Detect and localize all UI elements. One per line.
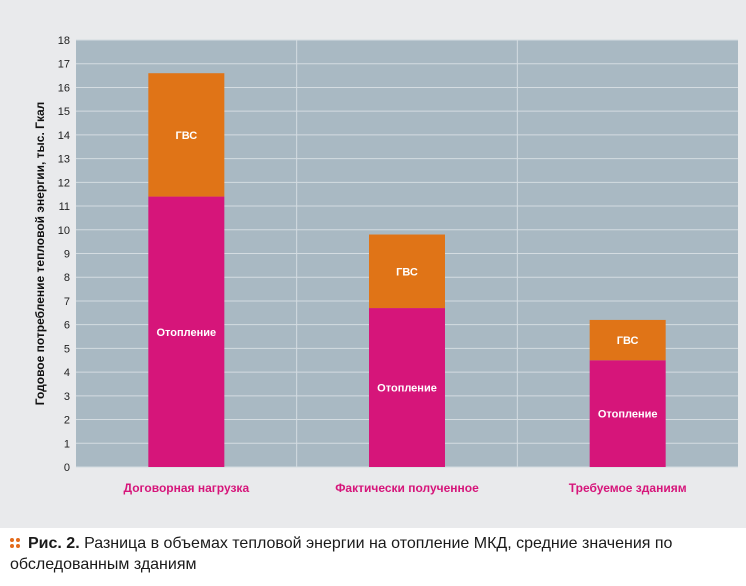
category-label: Требуемое зданиям [569,481,687,495]
y-tick-label: 2 [64,415,70,427]
y-tick-label: 11 [59,201,70,213]
caption-figure-label: Рис. 2. [28,535,80,552]
y-tick-label: 10 [58,225,70,237]
bar-heating-1 [369,308,445,467]
category-label: Договорная нагрузка [124,481,250,495]
y-tick-label: 12 [58,177,70,189]
bar-segment-label: Отопление [598,409,658,421]
y-tick-label: 4 [64,367,70,379]
category-label: Фактически полученное [335,481,479,495]
bar-hot-water-0 [148,73,225,197]
bar-heating-0 [148,196,225,468]
bar-segment-label: Отопление [377,383,437,395]
y-tick-label: 16 [58,82,70,94]
y-axis-title: Годовое потребление тепловой энергии, ты… [33,102,47,406]
bar-heating-2 [589,360,666,467]
bar-segment-label: ГВС [175,130,197,142]
y-tick-label: 1 [64,438,70,450]
y-tick-label: 18 [58,35,70,47]
y-tick-label: 17 [58,59,70,71]
y-tick-label: 6 [64,320,70,332]
y-tick-label: 14 [58,130,70,142]
y-tick-label: 7 [64,296,70,308]
bar-hot-water-1 [369,234,445,309]
y-tick-label: 5 [64,343,70,355]
bullet-dots-icon [10,536,24,548]
bar-segment-label: ГВС [617,335,639,347]
stacked-bar-chart: 0123456789101112131415161718ОтоплениеГВС… [33,35,738,495]
y-tick-label: 9 [64,249,70,261]
bar-segment-label: Отопление [157,327,217,339]
chart-figure: 0 1 2 3 4 5 6 7 8 9 10 11 12 13 14 15 16 17 18 Отопление ГВС… [0,0,746,528]
bar-hot-water-2 [589,319,666,361]
y-tick-label: 13 [58,154,70,166]
caption-text: Разница в объемах тепловой энергии на от… [10,535,673,573]
y-tick-label: 0 [64,462,70,474]
bar-segment-label: ГВС [396,266,418,278]
y-tick-label: 8 [64,272,70,284]
y-tick-label: 15 [58,106,70,118]
y-tick-label: 3 [64,391,70,403]
figure-caption: Рис. 2. Разница в объемах тепловой энерг… [10,533,740,575]
